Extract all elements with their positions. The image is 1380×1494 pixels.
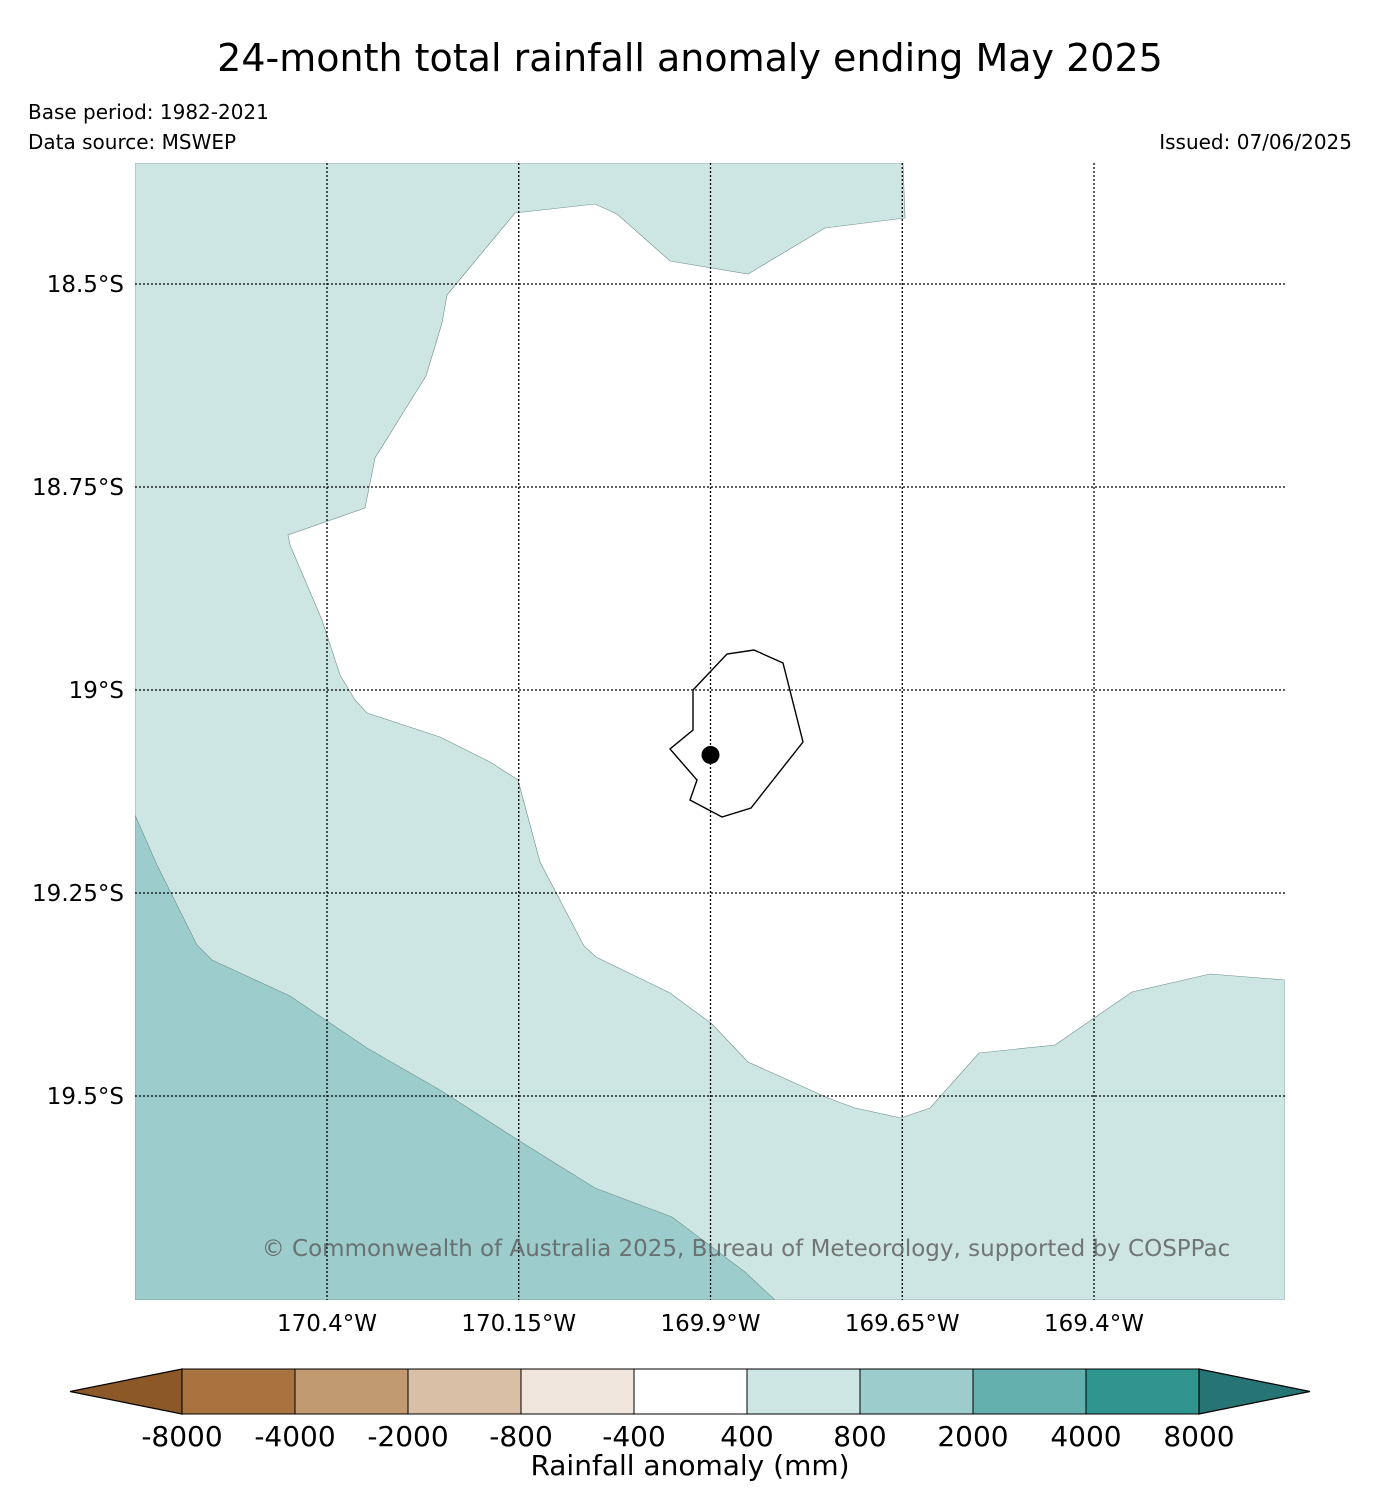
station-marker [701,745,720,764]
map-title: 24-month total rainfall anomaly ending M… [217,36,1163,80]
colorbar-tick-label: 8000 [1163,1420,1234,1453]
longitude-label: 169.65°W [845,1311,960,1337]
colorbar-label: Rainfall anomaly (mm) [530,1449,849,1482]
colorbar-tick-label: -800 [489,1420,553,1453]
colorbar-bin [407,1368,522,1415]
latitude-label: 19.5°S [47,1084,124,1110]
colorbar-bin [520,1368,635,1415]
colorbar-tick-label: -4000 [254,1420,335,1453]
longitude-label: 169.4°W [1044,1311,1144,1337]
colorbar-bin [181,1368,296,1415]
colorbar-tick-label: -400 [602,1420,666,1453]
copyright-text: © Commonwealth of Australia 2025, Bureau… [262,1236,1231,1262]
base-period-text: Base period: 1982-2021 [28,100,269,124]
colorbar-tick-label: -8000 [141,1420,222,1453]
colorbar-tick-label: 400 [720,1420,773,1453]
latitude-label: 18.75°S [32,475,124,501]
graticule [135,163,1285,1300]
colorbar-tick-labels: -8000 -4000 -2000 -800 -400 400 800 2000 4000 800… [141,1420,1234,1453]
anomaly-region-800-2000 [135,814,776,1300]
colorbar-tick-label: 800 [833,1420,886,1453]
latitude-label: 18.5°S [47,272,124,298]
colorbar-bin [1085,1368,1200,1415]
latitude-label: 19.25°S [32,881,124,907]
longitude-label: 169.9°W [660,1311,760,1337]
map-area: © Commonwealth of Australia 2025, Bureau… [135,163,1285,1300]
colorbar-extend-min [69,1368,183,1415]
longitude-label: 170.15°W [461,1311,576,1337]
longitude-label: 170.4°W [277,1311,377,1337]
colorbar-bin [972,1368,1087,1415]
latitude-label: 19°S [69,678,124,704]
colorbar-extend-max [1198,1368,1311,1415]
colorbar-bin [294,1368,409,1415]
colorbar-tick-label: 2000 [937,1420,1008,1453]
colorbar-tick-label: 4000 [1050,1420,1121,1453]
island-coastline [669,649,804,818]
colorbar-tick-label: -2000 [367,1420,448,1453]
colorbar-bin [633,1368,748,1415]
colorbar [69,1368,1311,1415]
longitude-labels: 170.4°W 170.15°W 169.9°W 169.65°W 169.4°W [277,1311,1144,1337]
anomaly-region-400-800 [135,163,1285,1300]
data-source-text: Data source: MSWEP [28,130,237,154]
colorbar-bin [859,1368,974,1415]
colorbar-bin [746,1368,861,1415]
latitude-labels: 18.5°S 18.75°S 19°S 19.25°S 19.5°S [32,272,124,1110]
issued-date-text: Issued: 07/06/2025 [1159,130,1352,154]
